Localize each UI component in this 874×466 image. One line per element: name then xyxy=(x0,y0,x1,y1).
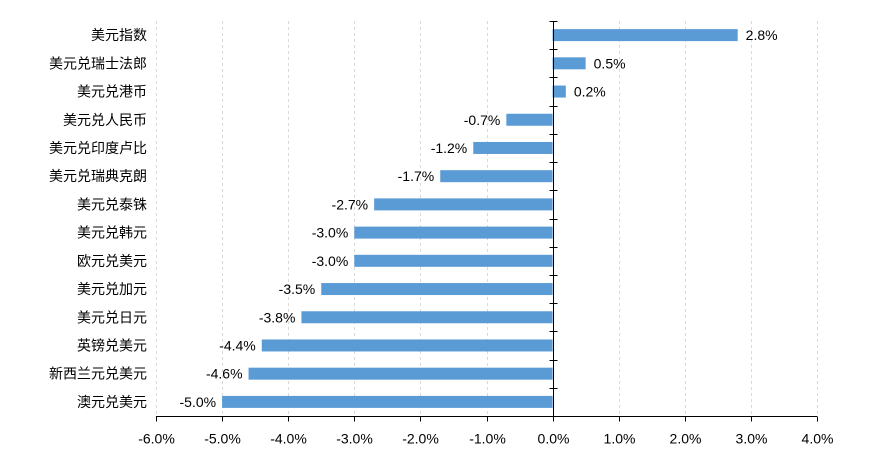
bar xyxy=(301,311,553,324)
bar-layer xyxy=(222,29,738,408)
data-label: -3.5% xyxy=(279,281,316,297)
category-label: 美元兑人民币 xyxy=(63,113,147,129)
category-label: 美元兑瑞典克朗 xyxy=(49,169,147,185)
x-tick-label: 0.0% xyxy=(538,431,570,447)
bar xyxy=(552,29,738,42)
category-label: 美元兑印度卢比 xyxy=(49,141,147,157)
grid-layer xyxy=(156,21,818,416)
x-tick-label: 4.0% xyxy=(802,431,834,447)
bar xyxy=(552,85,566,98)
data-label: -3.0% xyxy=(312,253,349,269)
x-tick-label: -4.0% xyxy=(270,431,307,447)
axis-layer xyxy=(156,21,818,422)
category-label: 美元兑韩元 xyxy=(77,226,147,242)
category-label: 美元兑港币 xyxy=(77,85,147,101)
data-label: -1.7% xyxy=(398,168,435,184)
category-label: 新西兰元兑美元 xyxy=(49,367,147,383)
category-label: 美元兑日元 xyxy=(77,310,147,326)
data-label: -0.7% xyxy=(464,112,501,128)
bar xyxy=(506,113,553,126)
bar xyxy=(552,57,586,70)
bar xyxy=(321,283,553,296)
bar xyxy=(354,254,553,267)
bar xyxy=(473,141,553,154)
x-tick-label: -1.0% xyxy=(469,431,506,447)
label-layer: 美元指数 2.8% 美元兑瑞士法郎 0.5% 美元兑港币 0.2% 美元兑人民币 -0.7% 美… xyxy=(49,27,833,446)
category-label: 美元指数 xyxy=(91,28,147,44)
data-label: -4.6% xyxy=(206,366,243,382)
x-tick-label: -3.0% xyxy=(336,431,373,447)
category-label: 欧元兑美元 xyxy=(77,254,147,270)
bar xyxy=(440,170,553,183)
x-tick-label: 1.0% xyxy=(604,431,636,447)
x-tick-label: -2.0% xyxy=(402,431,439,447)
data-label: -5.0% xyxy=(180,394,217,410)
category-label: 英镑兑美元 xyxy=(77,337,147,354)
bar xyxy=(248,367,553,380)
data-label: -4.4% xyxy=(219,337,256,353)
bar xyxy=(374,198,553,211)
bar xyxy=(354,226,553,239)
data-label: -1.2% xyxy=(431,140,468,156)
x-tick-label: -6.0% xyxy=(138,431,175,447)
category-label: 澳元兑美元 xyxy=(77,395,147,411)
bar xyxy=(222,395,553,408)
data-label: -3.0% xyxy=(312,225,349,241)
x-tick-label: 2.0% xyxy=(670,431,702,447)
category-label: 美元兑泰铢 xyxy=(77,197,147,213)
x-tick-label: 3.0% xyxy=(736,431,768,447)
category-label: 美元兑瑞士法郎 xyxy=(49,56,147,72)
data-label: -2.7% xyxy=(332,196,369,212)
bar xyxy=(261,339,553,352)
data-label: 2.8% xyxy=(746,27,778,43)
x-tick-label: -5.0% xyxy=(204,431,241,447)
category-label: 美元兑加元 xyxy=(77,282,147,298)
data-label: -3.8% xyxy=(259,309,296,325)
data-label: 0.5% xyxy=(594,55,626,71)
data-label: 0.2% xyxy=(574,84,606,100)
